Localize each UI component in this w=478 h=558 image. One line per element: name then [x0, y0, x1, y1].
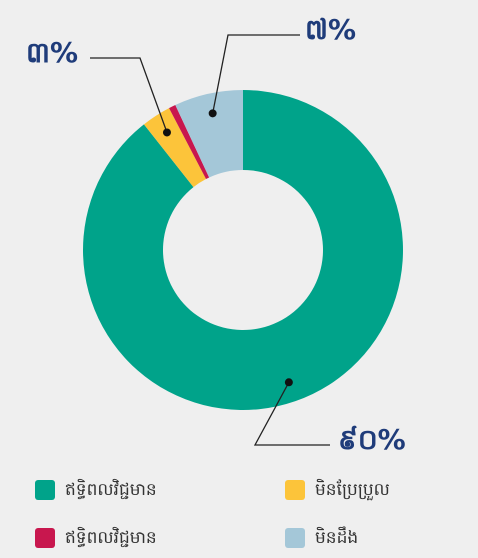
- leader-line: [212, 34, 300, 114]
- slice: [169, 105, 210, 180]
- legend-swatch: [285, 528, 305, 548]
- leader-line: [90, 57, 168, 133]
- value-label: ៧%: [305, 13, 356, 46]
- legend-label: មិនប្រែប្រួល: [315, 478, 390, 501]
- leader-dot: [208, 109, 217, 118]
- legend-label: ឥទ្ធិពលវិជ្ជមាន: [65, 478, 157, 500]
- leader-dot: [162, 128, 171, 137]
- slice: [82, 90, 404, 411]
- legend-label: មិនដឹង: [315, 526, 358, 548]
- legend-label: ឥទ្ធិពលវិជ្ជមាន: [65, 526, 157, 548]
- legend-swatch: [35, 480, 55, 500]
- slice: [175, 90, 243, 178]
- value-label: ៣%: [26, 36, 78, 69]
- slice: [143, 108, 207, 188]
- legend-swatch: [35, 528, 55, 548]
- leader-line: [253, 381, 330, 446]
- value-label: ៩០%: [338, 423, 406, 456]
- leader-dot: [284, 378, 293, 387]
- legend-swatch: [285, 480, 305, 500]
